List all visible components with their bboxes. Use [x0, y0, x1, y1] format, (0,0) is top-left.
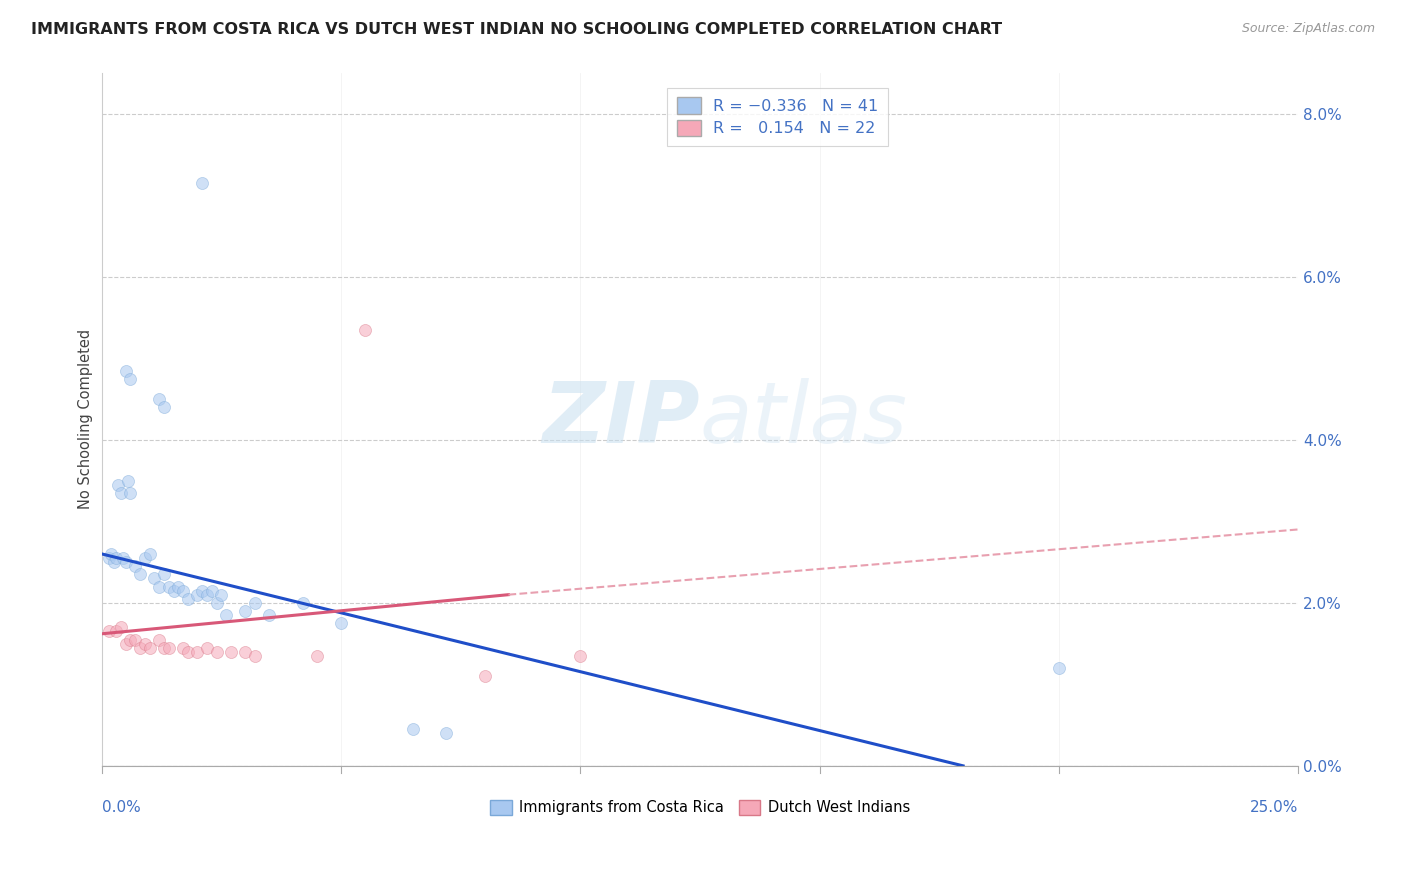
Point [153, 640, 176, 655]
Point [291, 596, 314, 610]
Point [177, 645, 200, 659]
Point [209, 588, 232, 602]
Point [330, 616, 353, 631]
Point [219, 645, 242, 659]
Point [107, 477, 129, 491]
Point [191, 583, 214, 598]
Point [186, 588, 208, 602]
Point [134, 637, 156, 651]
Point [201, 583, 224, 598]
Point [215, 608, 238, 623]
Point [177, 591, 200, 606]
Point [569, 648, 592, 663]
Point [195, 640, 218, 655]
Point [103, 555, 125, 569]
Y-axis label: No Schooling Completed: No Schooling Completed [79, 329, 93, 509]
Point [138, 547, 160, 561]
Point [120, 372, 142, 386]
Point [167, 580, 190, 594]
Point [162, 583, 184, 598]
Point [233, 645, 256, 659]
Point [97, 624, 120, 639]
Text: IMMIGRANTS FROM COSTA RICA VS DUTCH WEST INDIAN NO SCHOOLING COMPLETED CORRELATI: IMMIGRANTS FROM COSTA RICA VS DUTCH WEST… [31, 22, 1002, 37]
Point [114, 637, 136, 651]
Point [157, 580, 180, 594]
Point [172, 583, 194, 598]
Legend: R = −0.336   N = 41, R =   0.154   N = 22: R = −0.336 N = 41, R = 0.154 N = 22 [666, 88, 889, 145]
Point [110, 620, 132, 634]
Text: Source: ZipAtlas.com: Source: ZipAtlas.com [1241, 22, 1375, 36]
Point [143, 571, 166, 585]
Text: atlas: atlas [700, 378, 908, 461]
Point [129, 640, 152, 655]
Point [172, 640, 194, 655]
Point [112, 551, 135, 566]
Point [243, 648, 266, 663]
Point [153, 400, 176, 414]
Point [205, 596, 228, 610]
Point [434, 726, 457, 740]
Point [105, 624, 128, 639]
Text: 25.0%: 25.0% [1250, 800, 1298, 815]
Point [307, 648, 329, 663]
Point [114, 555, 136, 569]
Point [257, 608, 280, 623]
Point [120, 485, 142, 500]
Point [191, 176, 214, 190]
Point [114, 363, 136, 377]
Point [157, 640, 180, 655]
Point [124, 632, 146, 647]
Text: 0.0%: 0.0% [101, 800, 141, 815]
Point [100, 547, 122, 561]
Point [1047, 661, 1070, 675]
Point [354, 323, 377, 337]
Point [105, 551, 128, 566]
Point [124, 559, 146, 574]
Point [243, 596, 266, 610]
Point [134, 551, 156, 566]
Point [474, 669, 496, 683]
Point [120, 632, 142, 647]
Point [148, 580, 170, 594]
Point [186, 645, 208, 659]
Point [129, 567, 152, 582]
Point [148, 392, 170, 406]
Point [233, 604, 256, 618]
Point [117, 474, 139, 488]
Text: ZIP: ZIP [543, 378, 700, 461]
Point [97, 551, 120, 566]
Point [402, 722, 425, 736]
Point [195, 588, 218, 602]
Point [148, 632, 170, 647]
Point [110, 485, 132, 500]
Point [138, 640, 160, 655]
Point [153, 567, 176, 582]
Point [205, 645, 228, 659]
